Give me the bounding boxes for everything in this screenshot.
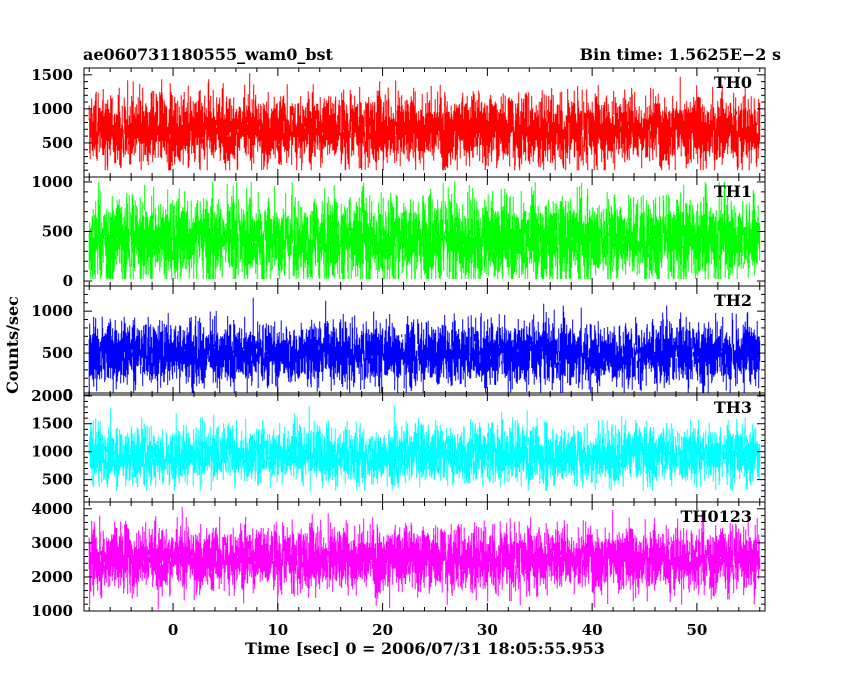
panel-th3: 500 1000 1500 2000 TH3 bbox=[31, 387, 766, 503]
series-trace-th2 bbox=[88, 297, 761, 394]
chart-title: ae060731180555_wam0_bst bbox=[83, 45, 334, 64]
panel-label-th0: TH0 bbox=[714, 73, 752, 92]
panel-label-th1: TH1 bbox=[714, 182, 752, 201]
y-axis-label: Counts/sec bbox=[3, 296, 22, 394]
bin-time-label: Bin time: 1.5625E−2 s bbox=[580, 45, 781, 64]
series-trace-th3 bbox=[88, 405, 761, 491]
y-tick-label: 500 bbox=[42, 223, 73, 241]
y-tick-label: 1000 bbox=[31, 443, 73, 461]
y-tick-label: 1500 bbox=[31, 415, 73, 433]
y-tick-label: 1000 bbox=[31, 100, 73, 118]
panel-th0: 500 1000 1500 TH0 bbox=[31, 66, 766, 178]
x-tick-label: 30 bbox=[477, 621, 498, 639]
x-tick-label: 0 bbox=[168, 621, 178, 639]
series-trace-th0123 bbox=[88, 506, 761, 610]
series-trace-th0 bbox=[88, 73, 761, 171]
y-tick-label: 4000 bbox=[31, 500, 73, 518]
panel-label-th0123: TH0123 bbox=[680, 507, 752, 526]
y-tick-label: 2000 bbox=[31, 568, 73, 586]
y-tick-label: 1000 bbox=[31, 602, 73, 620]
y-tick-label: 2000 bbox=[31, 387, 73, 405]
x-tick-label: 40 bbox=[582, 621, 603, 639]
x-tick-label: 10 bbox=[267, 621, 288, 639]
series-trace-th1 bbox=[88, 182, 761, 280]
y-tick-label: 500 bbox=[42, 134, 73, 152]
y-tick-label: 1000 bbox=[31, 302, 73, 320]
y-tick-label: 1000 bbox=[31, 173, 73, 191]
panel-th0123: 1000 2000 3000 4000 TH0123 bbox=[31, 500, 766, 620]
y-tick-label: 3000 bbox=[31, 534, 73, 552]
y-tick-label: 500 bbox=[42, 344, 73, 362]
panel-th1: 0 500 1000 TH1 bbox=[31, 173, 766, 290]
y-tick-label: 0 bbox=[63, 272, 73, 290]
y-tick-label: 1500 bbox=[31, 66, 73, 84]
y-tick-label: 0 bbox=[63, 386, 73, 404]
x-tick-label: 50 bbox=[686, 621, 707, 639]
panel-th2: 0 500 1000 TH2 bbox=[31, 285, 766, 404]
x-tick-label: 20 bbox=[372, 621, 393, 639]
panel-label-th3: TH3 bbox=[714, 398, 752, 417]
x-axis-label: Time [sec] 0 = 2006/07/31 18:05:55.953 bbox=[245, 639, 605, 658]
y-tick-label: 500 bbox=[42, 471, 73, 489]
panel-label-th2: TH2 bbox=[714, 291, 752, 310]
